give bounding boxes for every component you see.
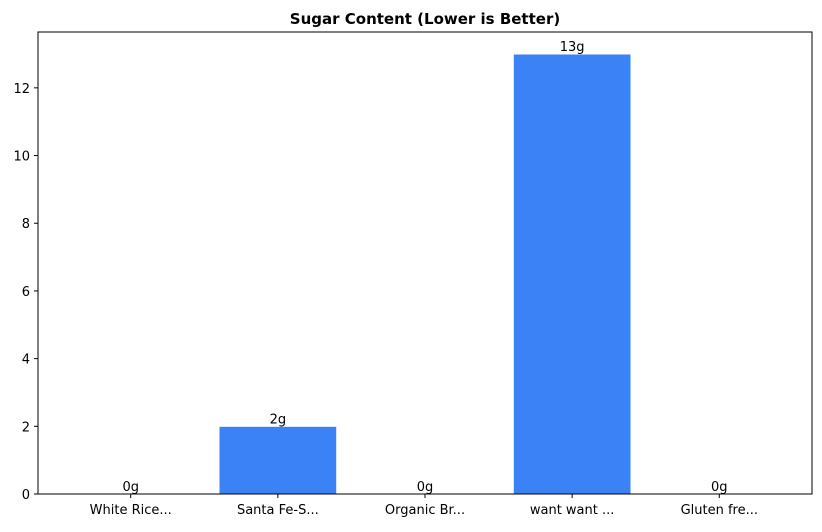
x-tick-label: want want ... xyxy=(530,503,615,518)
data-label: 0g xyxy=(711,480,728,495)
data-label: 2g xyxy=(270,412,287,427)
y-tick-label: 4 xyxy=(22,353,30,368)
x-tick-label: White Rice... xyxy=(90,503,172,518)
y-tick-label: 8 xyxy=(22,217,30,232)
x-tick-label: Gluten fre... xyxy=(681,503,758,518)
chart-title: Sugar Content (Lower is Better) xyxy=(290,10,560,28)
bar xyxy=(218,425,338,495)
y-tick-label: 2 xyxy=(22,420,30,435)
x-tick-label: Organic Br... xyxy=(385,503,465,518)
y-tick-label: 0 xyxy=(22,488,30,503)
y-tick-label: 10 xyxy=(13,150,30,165)
data-label: 13g xyxy=(560,40,585,55)
plot-frame xyxy=(37,31,813,495)
bar xyxy=(512,53,632,495)
x-tick-label: Santa Fe-S... xyxy=(237,503,319,518)
data-label: 0g xyxy=(122,480,139,495)
y-tick-label: 12 xyxy=(13,82,30,97)
data-label: 0g xyxy=(417,480,434,495)
y-tick-label: 6 xyxy=(22,285,30,300)
